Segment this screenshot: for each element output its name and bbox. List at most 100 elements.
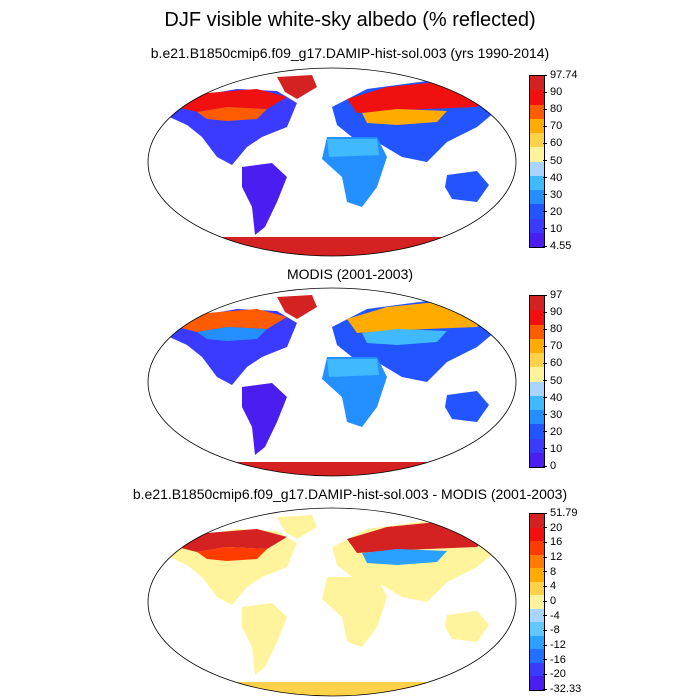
colorbar-swatch xyxy=(530,353,544,368)
colorbar-swatch xyxy=(530,395,544,410)
modis-colorbar xyxy=(529,295,545,468)
colorbar-swatch xyxy=(530,438,544,453)
australia-landmass xyxy=(445,611,489,642)
colorbar-tick-label: 90 xyxy=(546,305,562,319)
colorbar-tick-label: 51.79 xyxy=(546,506,578,520)
colorbar-tick-label: 20 xyxy=(546,205,562,219)
colorbar-tick-label: -8 xyxy=(546,623,560,637)
colorbar-swatch xyxy=(530,649,544,663)
colorbar-swatch xyxy=(530,218,544,233)
modis-colorbar-labels: 97 90 80 70 60 50 40 30 20 10 0 xyxy=(546,289,606,472)
colorbar-tick-label: 40 xyxy=(546,391,562,405)
panel-2-title: MODIS (2001-2003) xyxy=(286,266,414,282)
colorbar-tick-label: 10 xyxy=(546,222,562,236)
colorbar-swatch xyxy=(530,410,544,425)
colorbar-swatch xyxy=(530,622,544,636)
model-colorbar xyxy=(529,75,545,248)
colorbar-swatch xyxy=(530,310,544,325)
colorbar-tick-label: 70 xyxy=(546,339,562,353)
colorbar-swatch xyxy=(530,147,544,162)
north-america-high-albedo xyxy=(177,89,287,112)
colorbar-swatch xyxy=(530,232,544,247)
colorbar-swatch xyxy=(530,581,544,596)
colorbar-tick-label: 80 xyxy=(546,102,562,116)
south-america-landmass xyxy=(242,163,287,235)
colorbar-tick-label: 8 xyxy=(546,565,556,579)
colorbar-tick-label: 4.55 xyxy=(546,239,571,253)
colorbar-swatch xyxy=(530,554,544,569)
colorbar-tick-label: 60 xyxy=(546,136,562,150)
model-colorbar-labels: 97.74 90 80 70 60 50 40 30 20 10 4.55 xyxy=(546,69,606,252)
albedo-difference-map xyxy=(147,507,517,697)
colorbar-swatch xyxy=(530,662,544,677)
north-america-mixed-bias xyxy=(197,547,267,561)
colorbar-swatch xyxy=(530,118,544,133)
sahara-region xyxy=(327,139,379,157)
colorbar-tick-label: -4 xyxy=(546,609,560,623)
colorbar-tick-label: 40 xyxy=(546,171,562,185)
colorbar-tick-label: -32.33 xyxy=(546,682,581,696)
colorbar-swatch xyxy=(530,541,544,555)
colorbar-swatch xyxy=(530,424,544,439)
colorbar-tick-label: 30 xyxy=(546,408,562,422)
colorbar-tick-label: 12 xyxy=(546,550,562,564)
panel-1-title: b.e21.B1850cmip6.f09_g17.DAMIP-hist-sol.… xyxy=(150,45,550,61)
colorbar-swatch xyxy=(530,568,544,582)
north-america-mid-albedo xyxy=(197,327,267,341)
colorbar-swatch xyxy=(530,324,544,339)
greenland-landmass xyxy=(277,75,317,99)
north-america-mid-albedo xyxy=(197,107,267,121)
colorbar-tick-label: 10 xyxy=(546,442,562,456)
colorbar-swatch xyxy=(530,161,544,176)
colorbar-swatch xyxy=(530,90,544,105)
australia-landmass xyxy=(445,171,489,202)
eurasia-mid-albedo xyxy=(362,329,447,345)
colorbar-tick-label: -12 xyxy=(546,638,566,652)
antarctica-landmass xyxy=(157,682,507,696)
colorbar-swatch xyxy=(530,76,544,91)
modis-albedo-map xyxy=(147,287,517,477)
colorbar-tick-label: 80 xyxy=(546,322,562,336)
colorbar-swatch xyxy=(530,527,544,542)
greenland-landmass xyxy=(277,515,317,539)
colorbar-tick-label: 50 xyxy=(546,154,562,168)
colorbar-tick-label: 16 xyxy=(546,535,562,549)
south-america-landmass xyxy=(242,603,287,675)
colorbar-swatch xyxy=(530,635,544,650)
antarctica-landmass xyxy=(157,462,507,476)
colorbar-tick-label: 20 xyxy=(546,521,562,535)
colorbar-tick-label: 90 xyxy=(546,85,562,99)
colorbar-swatch xyxy=(530,608,544,623)
difference-colorbar xyxy=(529,513,545,691)
colorbar-swatch xyxy=(530,381,544,396)
colorbar-tick-label: 70 xyxy=(546,119,562,133)
colorbar-tick-label: 97 xyxy=(546,288,562,302)
north-america-positive-bias xyxy=(177,529,287,552)
colorbar-swatch xyxy=(530,296,544,311)
figure-title: DJF visible white-sky albedo (% reflecte… xyxy=(164,9,536,31)
colorbar-tick-label: 0 xyxy=(546,594,556,608)
difference-colorbar-labels: 51.79 20 16 12 8 4 0 -4 -8 -12 -16 -20 -32.33 xyxy=(546,507,606,695)
colorbar-swatch xyxy=(530,133,544,148)
antarctica-landmass xyxy=(157,237,507,256)
colorbar-tick-label: 4 xyxy=(546,579,556,593)
colorbar-tick-label: 30 xyxy=(546,188,562,202)
colorbar-swatch xyxy=(530,452,544,467)
colorbar-swatch xyxy=(530,514,544,528)
colorbar-swatch xyxy=(530,175,544,190)
colorbar-tick-label: 20 xyxy=(546,425,562,439)
model-albedo-map xyxy=(147,67,517,257)
sahara-region xyxy=(327,359,379,377)
colorbar-swatch xyxy=(530,204,544,219)
greenland-landmass xyxy=(277,295,317,319)
colorbar-swatch xyxy=(530,367,544,382)
colorbar-swatch xyxy=(530,595,544,609)
colorbar-tick-label: 50 xyxy=(546,374,562,388)
colorbar-tick-label: -20 xyxy=(546,667,566,681)
colorbar-tick-label: 97.74 xyxy=(546,68,578,82)
panel-3-title: b.e21.B1850cmip6.f09_g17.DAMIP-hist-sol.… xyxy=(132,486,568,502)
north-america-high-albedo xyxy=(177,309,287,332)
eurasia-negative-bias xyxy=(362,549,447,565)
south-america-landmass xyxy=(242,383,287,455)
colorbar-tick-label: 0 xyxy=(546,459,556,473)
